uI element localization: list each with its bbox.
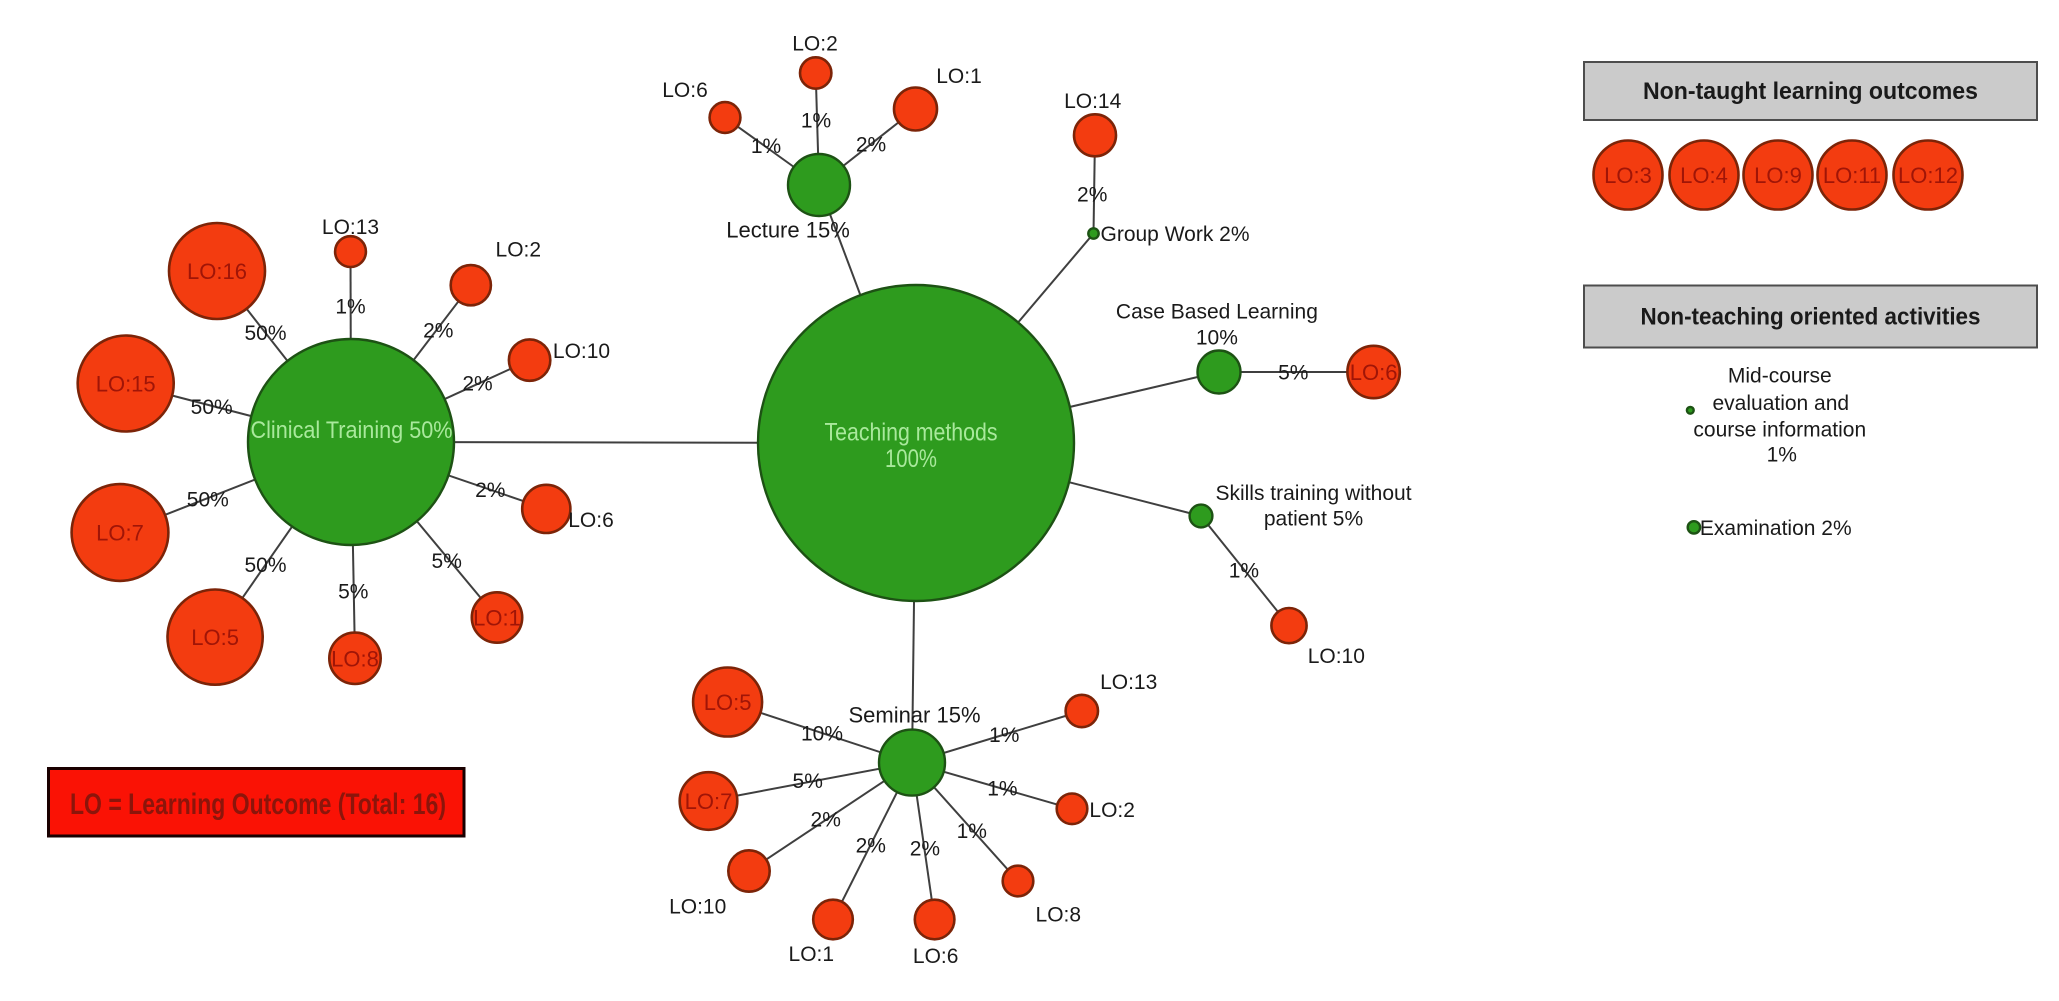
svg-text:LO:2: LO:2 — [496, 238, 542, 261]
svg-text:LO:9: LO:9 — [1754, 163, 1802, 188]
svg-text:5%: 5% — [432, 550, 462, 573]
svg-text:LO:4: LO:4 — [1680, 163, 1728, 188]
svg-text:1%: 1% — [335, 295, 365, 318]
svg-text:Case Based Learning: Case Based Learning — [1116, 300, 1318, 323]
svg-text:50%: 50% — [244, 322, 286, 345]
svg-text:LO:1: LO:1 — [789, 943, 835, 966]
svg-text:LO:16: LO:16 — [187, 259, 247, 284]
svg-text:LO:1: LO:1 — [936, 65, 982, 88]
svg-text:2%: 2% — [423, 319, 453, 342]
svg-text:Skills training without: Skills training without — [1215, 482, 1411, 505]
svg-text:LO:7: LO:7 — [685, 789, 733, 814]
svg-text:2%: 2% — [811, 809, 841, 832]
svg-text:50%: 50% — [244, 554, 286, 577]
svg-text:LO:13: LO:13 — [1100, 671, 1157, 694]
svg-text:2%: 2% — [462, 373, 492, 396]
svg-text:LO:1: LO:1 — [473, 606, 521, 631]
svg-text:LO:2: LO:2 — [1089, 799, 1135, 822]
svg-text:1%: 1% — [751, 135, 781, 158]
svg-text:Non-taught learning outcomes: Non-taught learning outcomes — [1643, 78, 1978, 105]
svg-text:1%: 1% — [987, 777, 1017, 800]
svg-text:LO:6: LO:6 — [662, 79, 708, 102]
svg-text:LO:10: LO:10 — [553, 340, 610, 363]
svg-text:LO:6: LO:6 — [1350, 360, 1398, 385]
svg-text:evaluation and: evaluation and — [1712, 392, 1849, 415]
svg-text:10%: 10% — [801, 723, 843, 746]
svg-text:patient 5%: patient 5% — [1264, 507, 1363, 530]
svg-text:Lecture 15%: Lecture 15% — [726, 218, 850, 243]
svg-text:1%: 1% — [1767, 443, 1797, 466]
svg-text:Non-teaching oriented activiti: Non-teaching oriented activities — [1641, 304, 1981, 331]
svg-text:1%: 1% — [989, 724, 1019, 747]
svg-text:LO:2: LO:2 — [792, 33, 838, 56]
svg-text:LO:6: LO:6 — [913, 945, 959, 968]
svg-text:5%: 5% — [1278, 362, 1308, 385]
svg-text:LO:3: LO:3 — [1604, 163, 1652, 188]
svg-text:LO:12: LO:12 — [1898, 163, 1958, 188]
svg-text:100%: 100% — [885, 445, 937, 473]
svg-text:course information: course information — [1693, 418, 1866, 441]
svg-text:2%: 2% — [856, 134, 886, 157]
svg-text:50%: 50% — [191, 396, 233, 419]
svg-text:LO:13: LO:13 — [322, 216, 379, 239]
svg-text:2%: 2% — [856, 834, 886, 857]
svg-text:LO:15: LO:15 — [96, 372, 156, 397]
svg-text:LO:6: LO:6 — [568, 509, 614, 532]
svg-text:Group Work 2%: Group Work 2% — [1101, 223, 1250, 246]
svg-text:1%: 1% — [1229, 559, 1259, 582]
svg-text:Mid-course: Mid-course — [1728, 365, 1832, 388]
svg-text:LO:11: LO:11 — [1823, 163, 1881, 188]
svg-text:50%: 50% — [187, 488, 229, 511]
svg-text:LO:5: LO:5 — [191, 625, 239, 650]
svg-text:LO:7: LO:7 — [96, 521, 144, 546]
svg-text:LO:10: LO:10 — [669, 895, 726, 918]
svg-text:LO = Learning Outcome (Total:: LO = Learning Outcome (Total: 16) — [70, 788, 446, 821]
svg-text:2%: 2% — [1077, 183, 1107, 206]
svg-text:Examination 2%: Examination 2% — [1700, 517, 1852, 540]
svg-text:Teaching methods: Teaching methods — [825, 419, 998, 447]
svg-text:LO:8: LO:8 — [331, 646, 379, 671]
svg-text:10%: 10% — [1196, 327, 1238, 350]
svg-text:2%: 2% — [910, 838, 940, 861]
svg-text:LO:8: LO:8 — [1036, 904, 1082, 927]
svg-text:2%: 2% — [475, 479, 505, 502]
svg-text:5%: 5% — [793, 770, 823, 793]
svg-text:LO:14: LO:14 — [1064, 90, 1122, 113]
svg-text:LO:5: LO:5 — [704, 690, 752, 715]
svg-text:LO:10: LO:10 — [1308, 645, 1365, 668]
svg-text:1%: 1% — [801, 110, 831, 133]
svg-text:1%: 1% — [957, 820, 987, 843]
svg-text:Clinical Training 50%: Clinical Training 50% — [251, 417, 453, 444]
svg-text:5%: 5% — [338, 581, 368, 604]
svg-text:Seminar 15%: Seminar 15% — [848, 703, 980, 728]
